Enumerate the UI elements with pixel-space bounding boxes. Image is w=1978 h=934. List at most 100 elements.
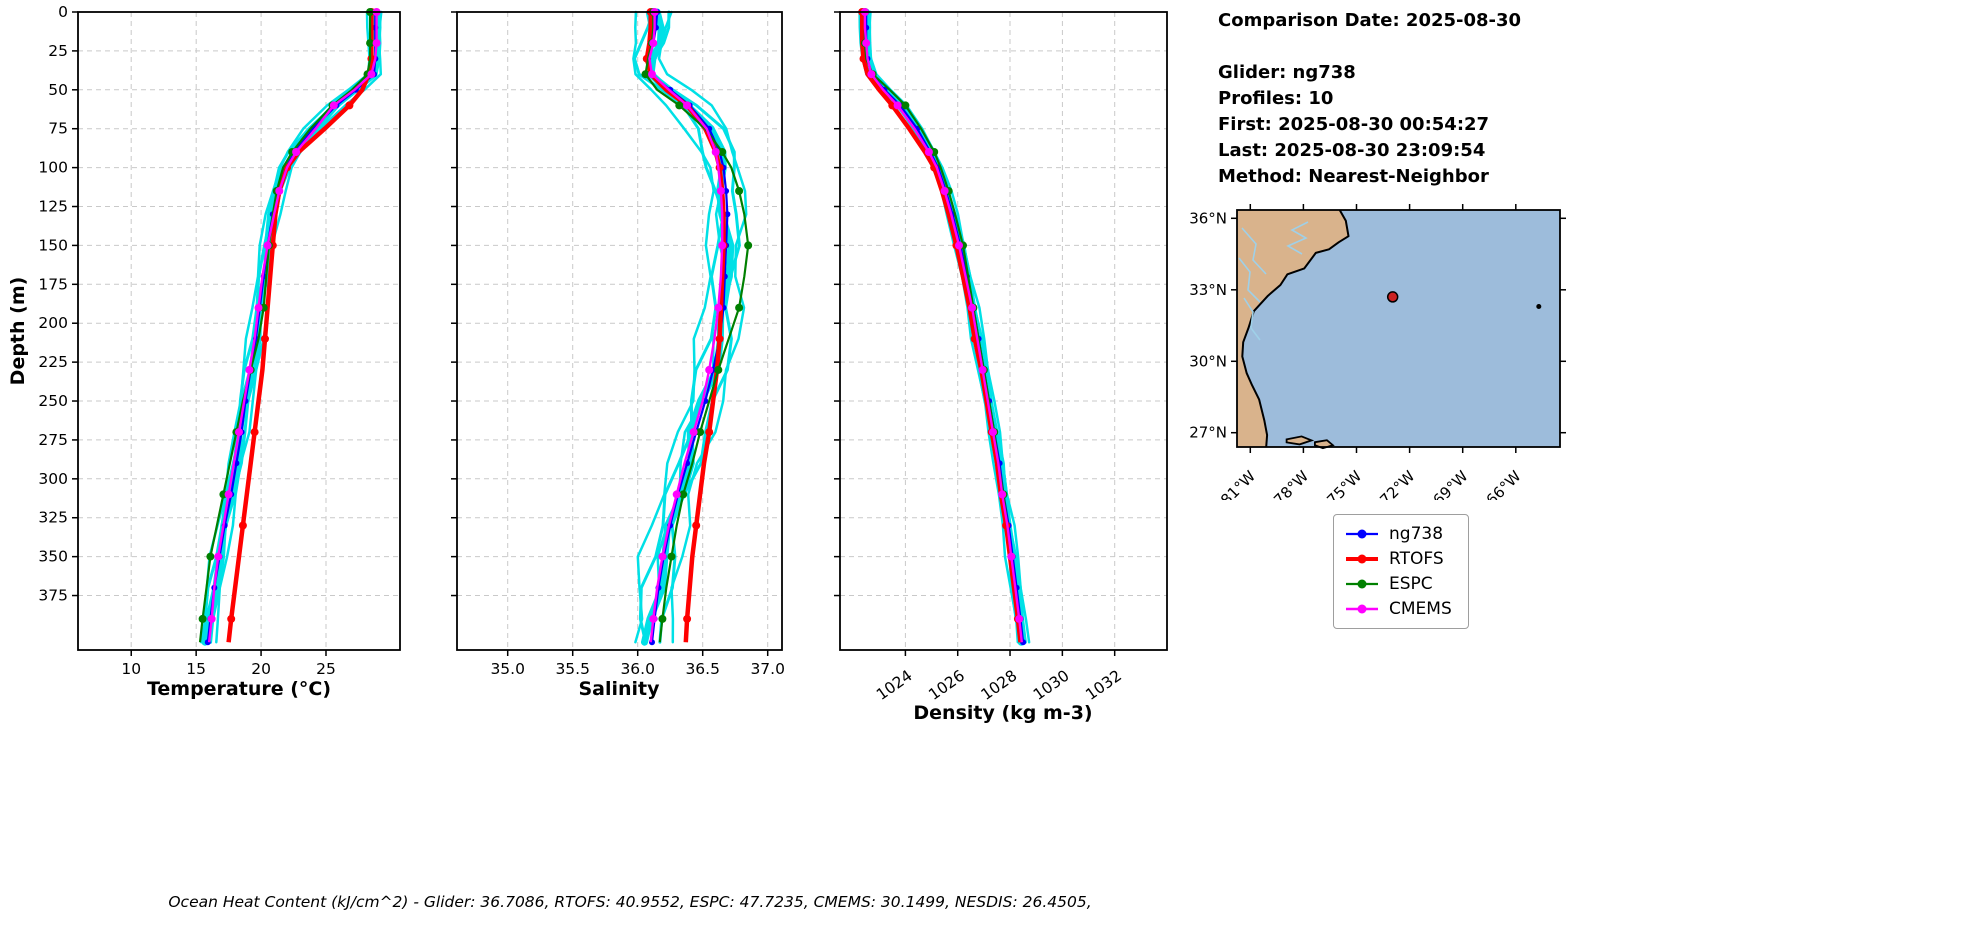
series-marker-CMEMS [716, 187, 725, 195]
x-tick-label: 1030 [1030, 667, 1073, 704]
glider-raw-profile-line [858, 10, 1020, 644]
series-marker-CMEMS [714, 303, 723, 312]
series-marker-CMEMS [978, 365, 987, 374]
x-axis-label-density: Density (kg m-3) [913, 702, 1093, 724]
series-marker-CMEMS [372, 39, 381, 48]
x-axis-label-temperature: Temperature (°C) [146, 678, 332, 700]
plot-border [456, 11, 783, 651]
series-marker-CMEMS [924, 148, 933, 156]
series-marker-ESPC [667, 552, 676, 561]
series-marker-ESPC [901, 101, 910, 110]
x-tick-label: 1028 [978, 667, 1021, 704]
legend-label: RTOFS [1389, 549, 1444, 569]
y-tick-label: 250 [38, 392, 68, 410]
series-marker-ESPC [718, 148, 727, 156]
legend-label: ESPC [1389, 574, 1433, 594]
y-tick-label: 300 [38, 470, 68, 488]
y-tick-label: 50 [48, 81, 68, 99]
y-axis-label-depth: Depth (m) [7, 276, 29, 386]
series-marker-ESPC [744, 241, 753, 250]
x-tick-label: 1032 [1082, 667, 1125, 704]
legend-key-CMEMS [1346, 604, 1378, 614]
series-marker-ng738 [724, 211, 731, 218]
series-marker-CMEMS [263, 241, 272, 250]
lon-tick-label: 81°W [1217, 467, 1259, 500]
series-marker-CMEMS [867, 70, 876, 79]
series-marker-CMEMS [940, 187, 949, 195]
island-bahamas [1285, 435, 1315, 446]
series-marker-CMEMS [254, 303, 263, 312]
x-tick-label: 20 [251, 660, 271, 678]
series-marker-RTOFS [705, 428, 714, 437]
y-tick-label: 125 [38, 198, 68, 216]
x-tick-label: 36.0 [620, 660, 655, 678]
series-marker-RTOFS [683, 614, 692, 623]
series-marker-CMEMS [367, 70, 376, 79]
series-marker-ESPC [641, 70, 650, 79]
series-marker-ESPC [714, 365, 723, 374]
series-marker-ESPC [206, 552, 215, 561]
lat-tick-label: 33°N [1190, 281, 1227, 299]
ocean-heat-content-footnote: Ocean Heat Content (kJ/cm^2) - Glider: 3… [168, 893, 1092, 911]
series-marker-CMEMS [968, 303, 977, 312]
series-marker-CMEMS [718, 241, 727, 250]
glider-location-marker [1386, 291, 1399, 303]
island-bermuda [1536, 304, 1542, 309]
series-marker-CMEMS [275, 187, 284, 195]
info-first-profile-time: First: 2025-08-30 00:54:27 [1218, 114, 1490, 135]
info-profiles-count: Profiles: 10 [1218, 88, 1334, 109]
series-marker-CMEMS [329, 101, 338, 110]
legend-label: CMEMS [1389, 599, 1452, 619]
river [1286, 221, 1309, 255]
x-tick-label: 1024 [873, 667, 916, 704]
y-tick-label: 350 [38, 548, 68, 566]
lon-tick-label: 75°W [1323, 467, 1365, 500]
x-tick-label: 36.5 [685, 660, 720, 678]
y-tick-label: 325 [38, 509, 68, 527]
lon-tick-label: 69°W [1430, 467, 1472, 500]
series-marker-CMEMS [998, 490, 1007, 499]
series-marker-RTOFS [692, 521, 701, 530]
info-spacer [1218, 34, 1521, 60]
legend-key-ESPC [1346, 579, 1378, 589]
y-tick-label: 275 [38, 431, 68, 449]
y-tick-label: 100 [38, 159, 68, 177]
series-marker-CMEMS [893, 101, 902, 110]
series-marker-ESPC [366, 39, 375, 48]
series-marker-CMEMS [862, 39, 871, 48]
series-marker-ESPC [675, 101, 684, 110]
legend-item-ESPC: ESPC [1344, 574, 1452, 594]
legend-key-ng738 [1346, 529, 1378, 539]
series-marker-ESPC [679, 490, 688, 499]
lon-tick-label: 72°W [1376, 467, 1418, 500]
x-tick-label: 35.0 [490, 660, 525, 678]
series-marker-CMEMS [235, 428, 243, 437]
info-last-profile-time: Last: 2025-08-30 23:09:54 [1218, 140, 1486, 161]
profile-charts: 10 15 20 2502550751001251501752002252502753… [38, 3, 1168, 704]
series-line-CMEMS [863, 12, 1023, 643]
x-axis-label-salinity: Salinity [578, 678, 660, 700]
x-tick-label: 1026 [925, 667, 968, 704]
series-marker-ESPC [696, 428, 705, 437]
legend-item-RTOFS: RTOFS [1344, 549, 1452, 569]
y-tick-label: 0 [58, 3, 68, 21]
land [1237, 210, 1349, 447]
legend-item-ng738: ng738 [1344, 524, 1452, 544]
glider-location-map: 36°N 33°N 30°N 27°N 81°W 78°W 75°W 72°W 69°W 66°W [1190, 204, 1566, 500]
series-marker-ESPC [198, 614, 207, 623]
x-tick-label: 15 [186, 660, 206, 678]
y-tick-label: 75 [48, 120, 68, 138]
series-marker-RTOFS [227, 614, 236, 623]
y-tick-label: 175 [38, 275, 68, 293]
glider-raw-profile-line [867, 10, 1031, 644]
series-marker-CMEMS [955, 241, 963, 250]
series-marker-CMEMS [658, 552, 667, 561]
series-marker-CMEMS [649, 39, 658, 48]
series-marker-CMEMS [649, 614, 658, 623]
legend-key-RTOFS [1346, 554, 1378, 564]
series-marker-CMEMS [705, 365, 714, 374]
series-marker-CMEMS [292, 148, 301, 156]
legend-box: ng738 RTOFS ESPC CMEMS [1333, 514, 1469, 629]
series-marker-CMEMS [245, 365, 254, 374]
